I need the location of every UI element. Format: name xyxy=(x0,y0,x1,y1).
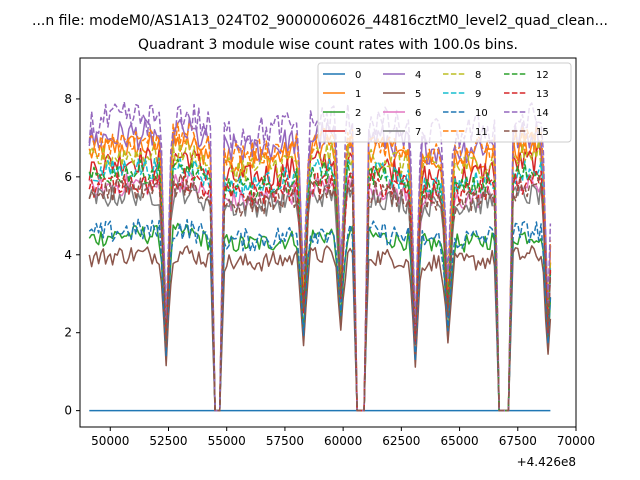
legend-label-10: 10 xyxy=(475,108,488,119)
legend-label-0: 0 xyxy=(355,70,361,81)
legend-label-12: 12 xyxy=(536,70,549,81)
x-tick-label: 60000 xyxy=(324,434,362,448)
x-offset-label: +4.426e8 xyxy=(517,455,576,469)
series-layer xyxy=(88,101,552,412)
legend-label-13: 13 xyxy=(536,89,549,100)
legend-frame xyxy=(317,62,572,143)
legend-label-6: 6 xyxy=(415,108,421,119)
y-tick-label: 6 xyxy=(64,170,72,184)
legend-label-1: 1 xyxy=(355,89,361,100)
legend-label-8: 8 xyxy=(475,70,481,81)
legend-label-2: 2 xyxy=(355,108,361,119)
y-tick-label: 0 xyxy=(64,404,72,418)
series-line-5 xyxy=(88,245,552,412)
axes-frame xyxy=(79,57,577,428)
figure-suptitle: ...n file: modeM0/AS1A13_024T02_90000060… xyxy=(32,13,608,29)
legend-label-14: 14 xyxy=(536,108,549,119)
y-tick-label: 8 xyxy=(64,92,72,106)
chart-title: Quadrant 3 module wise count rates with … xyxy=(138,37,518,53)
y-axis: 0 2 4 6 8 xyxy=(64,92,80,418)
series-line-2 xyxy=(88,222,552,412)
x-tick-label: 67500 xyxy=(499,434,537,448)
y-tick-label: 2 xyxy=(64,326,72,340)
legend-label-7: 7 xyxy=(415,127,421,138)
x-tick-label: 52500 xyxy=(149,434,187,448)
x-tick-label: 55000 xyxy=(208,434,246,448)
legend-label-4: 4 xyxy=(415,70,421,81)
x-tick-label: 70000 xyxy=(557,434,595,448)
y-tick-label: 4 xyxy=(64,248,72,262)
series-line-15 xyxy=(88,173,552,412)
legend-label-11: 11 xyxy=(475,127,488,138)
series-line-7 xyxy=(88,182,552,412)
series-line-10 xyxy=(88,218,552,412)
x-tick-label: 65000 xyxy=(440,434,478,448)
x-tick-label: 57500 xyxy=(266,434,304,448)
legend-label-9: 9 xyxy=(475,89,481,100)
x-tick-label: 62500 xyxy=(382,434,420,448)
legend-label-3: 3 xyxy=(355,127,361,138)
x-axis: 50000 52500 55000 57500 60000 62500 65000 67500… xyxy=(91,427,595,448)
x-tick-label: 50000 xyxy=(91,434,129,448)
legend-label-15: 15 xyxy=(536,127,549,138)
legend-label-5: 5 xyxy=(415,89,421,100)
